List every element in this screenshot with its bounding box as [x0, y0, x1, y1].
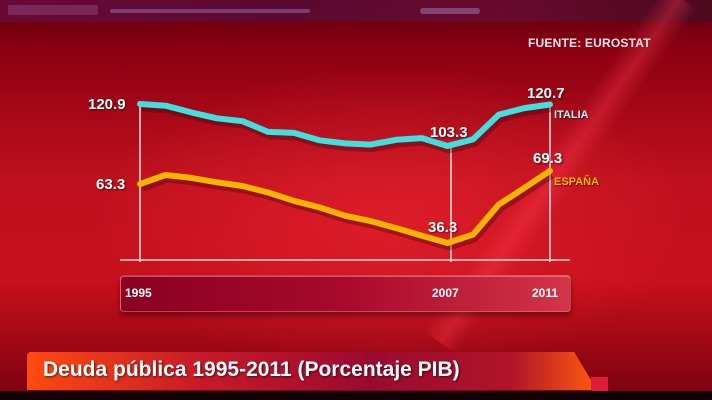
bottom-shadow: [0, 391, 712, 400]
x-tick-1995: 1995: [125, 286, 152, 300]
top-ticker-strip: [0, 0, 712, 22]
source-label: FUENTE: EUROSTAT: [528, 36, 651, 50]
chart-title: Deuda pública 1995-2011 (Porcentaje PIB): [43, 358, 460, 381]
series-shadow: [140, 171, 554, 251]
x-axis-bar: [120, 275, 571, 312]
value-label-espana-1995: 63.3: [96, 176, 126, 193]
series-shadow: [141, 104, 553, 154]
legend-espana: ESPAÑA: [554, 176, 600, 188]
x-tick-2011: 2011: [532, 286, 559, 300]
value-label-espana-2011: 69.3: [533, 150, 563, 167]
ticker-blur: [110, 9, 310, 13]
ticker-blur: [420, 8, 480, 14]
title-banner: [27, 352, 597, 390]
series-line-italia: [137, 101, 553, 149]
value-label-italia-1995: 120.9: [88, 96, 126, 113]
banner-accent-square: [591, 377, 608, 393]
value-label-italia-2011: 120.7: [527, 85, 565, 102]
legend-italia: ITALIA: [554, 109, 589, 121]
value-label-espana-2007: 36.3: [428, 219, 458, 236]
value-label-italia-2007: 103.3: [430, 124, 468, 141]
ticker-blur: [8, 5, 98, 15]
series-line-españa: [137, 167, 553, 246]
series-group: [137, 101, 554, 251]
x-tick-2007: 2007: [432, 286, 459, 300]
